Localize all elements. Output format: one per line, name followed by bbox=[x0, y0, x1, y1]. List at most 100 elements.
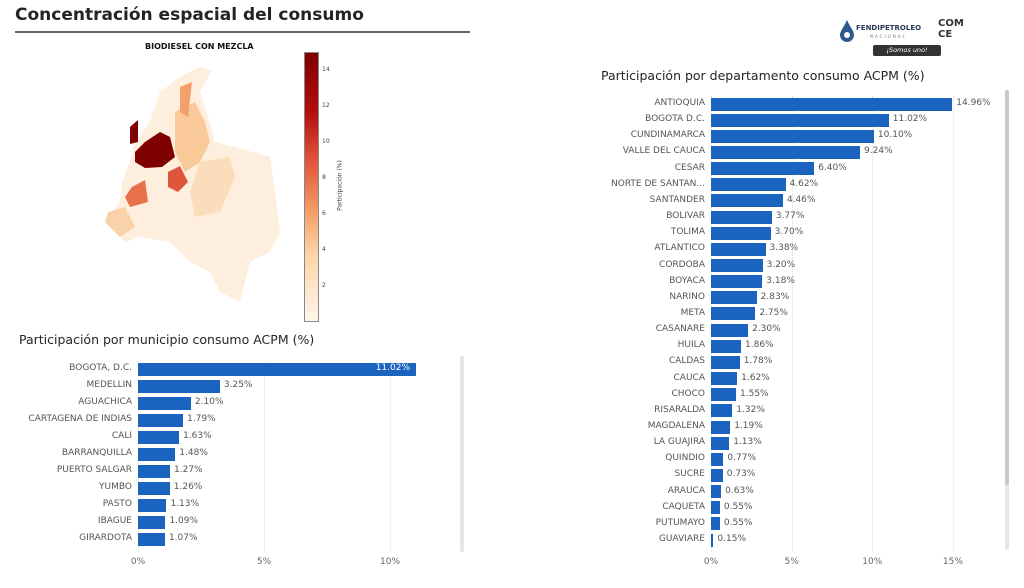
bar[interactable] bbox=[711, 210, 772, 224]
bar-value-label: 9.24% bbox=[864, 146, 893, 157]
bar[interactable] bbox=[138, 481, 170, 495]
bar[interactable] bbox=[138, 447, 176, 461]
bar-value-label: 1.55% bbox=[740, 388, 769, 399]
gridline bbox=[791, 96, 793, 553]
bar-value-label: 4.46% bbox=[786, 194, 816, 205]
bar-category-label: META bbox=[680, 307, 705, 318]
bar-value-label: 0.15% bbox=[717, 534, 746, 545]
colorbar-tick: 6 bbox=[322, 210, 326, 217]
municipio-scrollbar[interactable] bbox=[460, 356, 464, 552]
bar[interactable] bbox=[138, 379, 220, 393]
bar[interactable] bbox=[711, 97, 953, 111]
bar[interactable] bbox=[138, 396, 191, 410]
bar-category-label: CALI bbox=[111, 431, 132, 441]
bar[interactable] bbox=[711, 355, 740, 369]
bar[interactable] bbox=[711, 194, 783, 208]
bar[interactable] bbox=[711, 275, 763, 289]
bar-value-label: 0.63% bbox=[725, 485, 754, 496]
bar[interactable] bbox=[711, 307, 756, 321]
bar-value-label: 0.55% bbox=[723, 517, 753, 528]
bar-category-label: ATLANTICO bbox=[654, 243, 705, 254]
title-divider bbox=[15, 31, 470, 33]
colorbar-tick: 10 bbox=[322, 138, 330, 145]
bar-category-label: TOLIMA bbox=[670, 227, 705, 238]
bar[interactable] bbox=[711, 372, 738, 386]
bar[interactable] bbox=[711, 162, 815, 176]
bar-category-label: CALDAS bbox=[668, 356, 705, 367]
bar[interactable] bbox=[711, 501, 720, 515]
bar[interactable] bbox=[138, 430, 180, 444]
bar-value-label: 1.19% bbox=[734, 421, 763, 431]
map-region-cundinamarca bbox=[168, 166, 188, 192]
bar[interactable] bbox=[711, 145, 861, 159]
bar[interactable] bbox=[711, 452, 724, 466]
bar[interactable] bbox=[711, 517, 720, 531]
bar-value-label: 2.83% bbox=[760, 291, 790, 302]
bar-value-label: 4.62% bbox=[789, 178, 819, 189]
bar[interactable] bbox=[711, 436, 730, 450]
bar-category-label: GIRARDOTA bbox=[79, 533, 132, 543]
bar-category-label: BARRANQUILLA bbox=[61, 448, 132, 458]
bar-category-label: GUAVIARE bbox=[658, 534, 705, 545]
bar-value-label: 1.13% bbox=[733, 437, 762, 448]
bar[interactable] bbox=[711, 485, 722, 499]
bar[interactable] bbox=[138, 532, 165, 546]
fendipetroleo-sub: NACIONAL bbox=[870, 34, 907, 39]
bar[interactable] bbox=[138, 362, 416, 376]
bar-category-label: IBAGUE bbox=[97, 516, 132, 526]
fendipetroleo-logo: FENDIPETROLEO NACIONAL bbox=[840, 18, 922, 44]
bar[interactable] bbox=[711, 242, 766, 256]
bar-value-label: 2.75% bbox=[759, 307, 788, 318]
bar[interactable] bbox=[138, 515, 166, 529]
bar[interactable] bbox=[711, 404, 733, 418]
bar[interactable] bbox=[711, 113, 889, 127]
bar[interactable] bbox=[138, 413, 184, 427]
x-tick-label: 0% bbox=[703, 557, 719, 567]
bar-value-label: 1.86% bbox=[745, 340, 774, 351]
bar[interactable] bbox=[138, 464, 170, 478]
bar-value-label: 11.02% bbox=[375, 363, 411, 373]
bar[interactable] bbox=[711, 468, 723, 482]
map-region-narino bbox=[105, 207, 135, 237]
bar-category-label: BOGOTA, D.C. bbox=[69, 363, 132, 373]
bar-value-label: 10.10% bbox=[877, 130, 913, 141]
colorbar-tick: 2 bbox=[322, 282, 326, 289]
bar-value-label: 1.63% bbox=[183, 431, 212, 441]
bar-value-label: 1.62% bbox=[741, 372, 770, 383]
bar-category-label: CASANARE bbox=[655, 324, 705, 335]
colorbar-label: Participación (%) bbox=[336, 160, 344, 211]
x-tick-label: 5% bbox=[256, 557, 272, 567]
map-title: BIODIESEL CON MEZCLA bbox=[145, 42, 254, 51]
departamento-scrollbar[interactable] bbox=[1005, 90, 1009, 550]
fendipetroleo-text: FENDIPETROLEO bbox=[856, 24, 922, 32]
bar-category-label: PUTUMAYO bbox=[655, 517, 705, 528]
scrollbar-thumb[interactable] bbox=[1005, 90, 1009, 485]
bar-value-label: 1.26% bbox=[173, 482, 203, 492]
gridline bbox=[264, 361, 265, 552]
bar[interactable] bbox=[711, 420, 731, 434]
bar-category-label: HUILA bbox=[677, 340, 705, 351]
municipio-chart-title: Participación por municipio consumo ACPM… bbox=[19, 332, 315, 347]
bar[interactable] bbox=[711, 533, 714, 547]
colorbar-tick: 12 bbox=[322, 102, 330, 109]
bar-category-label: CARTAGENA DE INDIAS bbox=[28, 414, 132, 424]
map-region-choco-north bbox=[130, 120, 138, 144]
bar[interactable] bbox=[711, 323, 749, 337]
bar[interactable] bbox=[711, 178, 786, 192]
bar[interactable] bbox=[711, 339, 741, 353]
bar[interactable] bbox=[711, 129, 874, 143]
bar-value-label: 6.40% bbox=[818, 162, 847, 173]
bar-value-label: 3.38% bbox=[769, 243, 799, 254]
x-tick-label: 5% bbox=[784, 557, 799, 567]
bar[interactable] bbox=[711, 226, 771, 240]
bar-value-label: 3.70% bbox=[774, 227, 804, 238]
bar-category-label: QUINDIO bbox=[665, 453, 705, 464]
bar[interactable] bbox=[711, 259, 763, 272]
bar[interactable] bbox=[711, 291, 757, 305]
x-tick-label: 10% bbox=[862, 557, 883, 567]
drop-icon bbox=[840, 20, 854, 42]
bar[interactable] bbox=[711, 388, 736, 402]
bar[interactable] bbox=[138, 498, 167, 512]
bar-category-label: BOLIVAR bbox=[666, 211, 705, 222]
bar-value-label: 2.30% bbox=[752, 324, 781, 335]
